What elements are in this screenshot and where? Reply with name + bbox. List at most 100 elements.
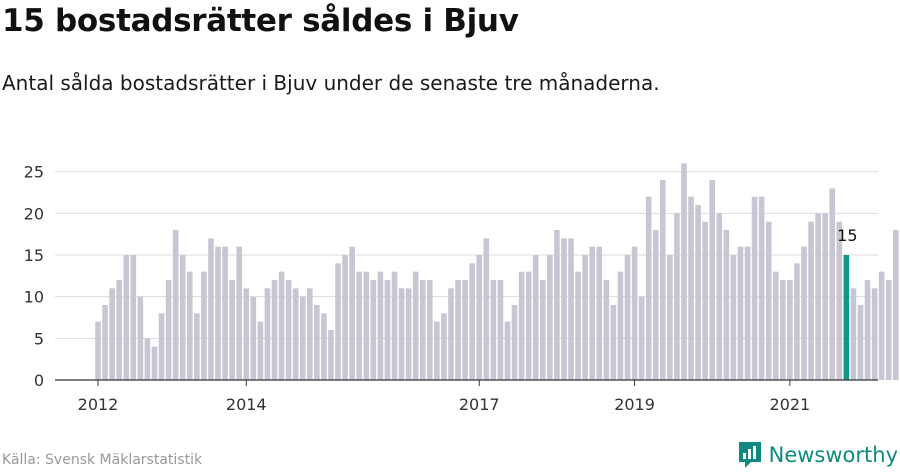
bar <box>610 305 617 380</box>
bar <box>561 238 567 380</box>
bar <box>695 205 701 380</box>
bar <box>448 288 454 380</box>
bar <box>688 196 694 380</box>
bar <box>631 246 638 380</box>
x-axis: 2012 2014 2017 2019 2021 <box>55 379 878 414</box>
bar <box>857 305 864 380</box>
bar <box>398 288 405 380</box>
bars <box>95 163 899 380</box>
bar <box>257 321 264 380</box>
bar <box>885 280 892 380</box>
bar <box>716 213 723 380</box>
bar <box>532 255 539 380</box>
bar <box>892 230 899 380</box>
x-tick-label: 2021 <box>770 395 811 414</box>
bar <box>617 271 624 380</box>
brand-logo[interactable]: Newsworthy <box>737 440 898 470</box>
bar <box>250 296 257 380</box>
bar <box>709 180 716 380</box>
x-tick-label: 2019 <box>614 395 655 414</box>
bar <box>702 221 708 380</box>
bar <box>660 180 666 380</box>
x-tick-label: 2012 <box>78 395 119 414</box>
bar <box>102 305 108 380</box>
bar <box>116 280 122 380</box>
bar <box>589 246 595 380</box>
bar <box>539 280 546 380</box>
bar <box>554 230 560 380</box>
bar <box>109 288 115 380</box>
y-tick-label: 10 <box>24 288 44 307</box>
bar <box>801 246 807 380</box>
bar <box>511 305 518 380</box>
bar <box>292 288 299 380</box>
bar <box>264 288 271 380</box>
bar <box>194 313 200 380</box>
bar <box>405 288 412 380</box>
bar <box>638 296 645 380</box>
bar <box>652 230 659 380</box>
bar <box>427 280 433 380</box>
brand-name: Newsworthy <box>768 443 898 467</box>
bar-chart: 0 5 10 15 20 25 2012 2014 2017 2019 2021 15 <box>24 163 899 414</box>
bar <box>674 213 680 380</box>
bar <box>236 246 242 380</box>
bar <box>681 163 687 380</box>
bar <box>179 255 186 380</box>
chart-title: 15 bostadsrätter såldes i Bjuv <box>2 3 519 39</box>
bar <box>208 238 214 380</box>
bar <box>356 271 363 380</box>
bar <box>377 271 384 380</box>
bar <box>144 338 151 380</box>
bar <box>130 255 137 380</box>
bar <box>476 255 483 380</box>
bar <box>737 246 744 380</box>
bar <box>772 271 779 380</box>
bar <box>596 246 603 380</box>
bar <box>462 280 468 380</box>
bar <box>151 346 158 380</box>
bar <box>363 271 370 380</box>
bar <box>871 288 878 380</box>
bar <box>412 271 419 380</box>
bar <box>483 238 490 380</box>
bar <box>229 280 235 380</box>
bar <box>525 271 532 380</box>
bar <box>285 280 292 380</box>
bar <box>158 313 165 380</box>
bar <box>299 296 306 380</box>
bar <box>836 221 843 380</box>
bar <box>603 280 610 380</box>
x-tick-label: 2014 <box>226 395 267 414</box>
y-axis-ticks: 0 5 10 15 20 25 <box>24 163 44 390</box>
bar <box>765 221 772 380</box>
bar <box>878 271 885 380</box>
x-tick-label: 2017 <box>459 395 500 414</box>
bar <box>667 255 673 380</box>
bar <box>808 221 814 380</box>
bar <box>137 296 144 380</box>
bar <box>419 280 426 380</box>
bar <box>165 280 172 380</box>
bar <box>518 271 525 380</box>
bar <box>864 280 871 380</box>
bar <box>201 271 207 380</box>
y-tick-label: 20 <box>24 204 44 223</box>
bar <box>469 263 475 380</box>
bar <box>575 271 581 380</box>
bar <box>271 280 278 380</box>
bar-highlight <box>843 255 850 380</box>
source-note: Källa: Svensk Mäklarstatistik <box>2 452 203 468</box>
bar <box>441 313 447 380</box>
annotations: 15 <box>837 226 857 245</box>
bar <box>243 288 250 380</box>
bar <box>497 280 504 380</box>
bar <box>95 321 101 380</box>
bar <box>172 230 179 380</box>
bar <box>384 280 391 380</box>
bar <box>730 255 737 380</box>
bar <box>850 288 857 380</box>
bar <box>758 196 765 380</box>
y-tick-label: 25 <box>24 163 44 182</box>
bar <box>186 271 193 380</box>
